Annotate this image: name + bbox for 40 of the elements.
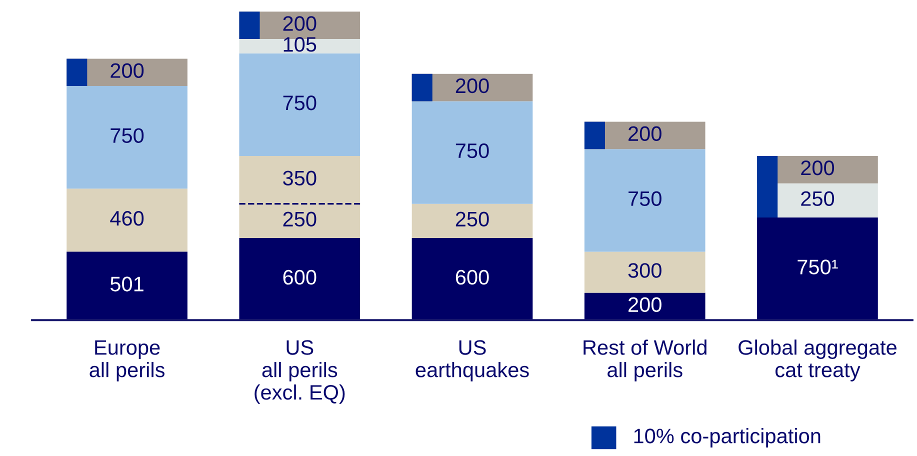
data-label: 600: [283, 270, 316, 285]
data-label: 200: [628, 126, 662, 142]
data-label: 350: [283, 170, 316, 186]
data-label: 250: [283, 212, 316, 227]
data-label: 750¹: [798, 260, 838, 274]
text: 10% co-participation: [634, 428, 820, 448]
data-label: 200: [110, 63, 144, 78]
data-label: 250: [456, 212, 489, 227]
bar: [584, 292, 706, 320]
bar: [66, 252, 188, 320]
data-label: 460: [110, 210, 144, 226]
bar: [239, 238, 360, 320]
bar: [584, 149, 706, 252]
data-label: 250: [801, 191, 834, 206]
data-label: 750: [283, 96, 316, 110]
data-label: 750: [456, 143, 489, 158]
data-label: 750: [110, 128, 144, 143]
data-label: 200: [628, 297, 662, 312]
x-tick-label: US earthquakes: [416, 340, 529, 382]
data-label: 105: [284, 37, 316, 52]
bar: [239, 39, 360, 54]
data-label: 200: [456, 78, 489, 94]
bar: [66, 188, 188, 252]
x-tick-label: Europe all perils: [90, 340, 164, 382]
data-label: 600: [456, 270, 489, 285]
bar: [412, 238, 533, 320]
bar: [66, 86, 188, 189]
data-label: 501: [110, 276, 144, 292]
bar: [584, 252, 706, 293]
data-label: 200: [801, 160, 834, 176]
data-label: 300: [628, 263, 662, 278]
data-label: 750: [628, 191, 662, 206]
bar: [757, 218, 878, 320]
bar: [412, 204, 533, 238]
data-label: 200: [283, 16, 316, 31]
x-tick-label: Global aggregate cat treaty: [738, 340, 896, 382]
bar: [239, 53, 360, 156]
bar: [412, 101, 533, 204]
x-tick-label: US all perils (excl. EQ): [254, 340, 345, 404]
x-tick-label: Rest of World all perils: [584, 340, 706, 382]
